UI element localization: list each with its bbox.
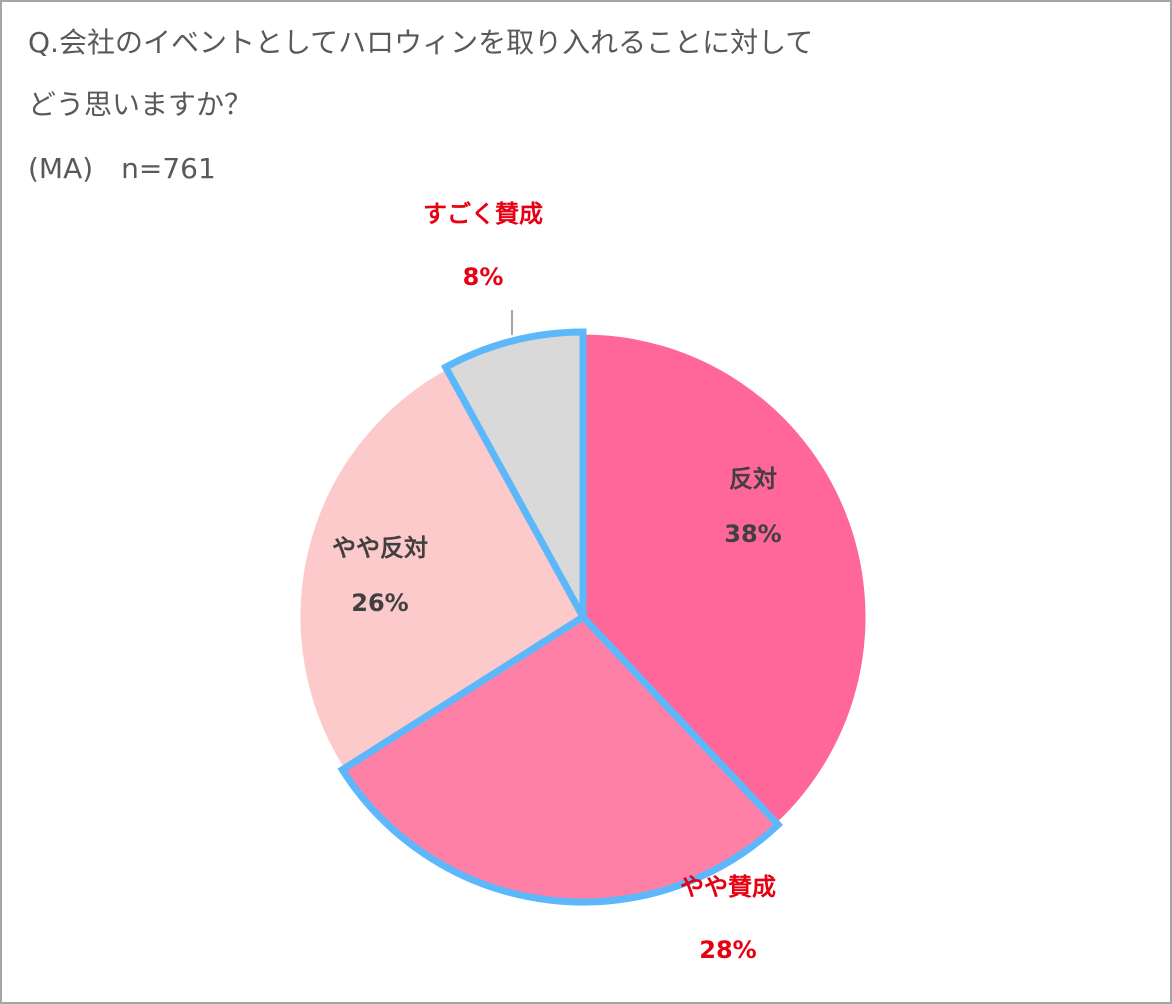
- chart-title: Q.会社のイベントとしてハロウィンを取り入れることに対して: [28, 26, 813, 59]
- pie-slice: [580, 329, 871, 829]
- value-label: 28%: [699, 936, 756, 964]
- chart-title: どう思いますか？: [28, 88, 252, 121]
- slice-label: やや反対: [332, 534, 428, 562]
- chart-subtitle: (MA) n=761: [28, 152, 216, 185]
- value-label: 26%: [351, 589, 408, 617]
- slice-label: やや賛成: [680, 873, 776, 901]
- pie-slice: [295, 363, 587, 774]
- slice-highlight: [440, 328, 587, 619]
- value-label: 38%: [724, 520, 781, 548]
- value-label: 8%: [463, 263, 504, 291]
- slice-label: すごく賛成: [423, 200, 543, 228]
- slice-label: 反対: [729, 465, 777, 493]
- slice-highlight: [337, 612, 784, 906]
